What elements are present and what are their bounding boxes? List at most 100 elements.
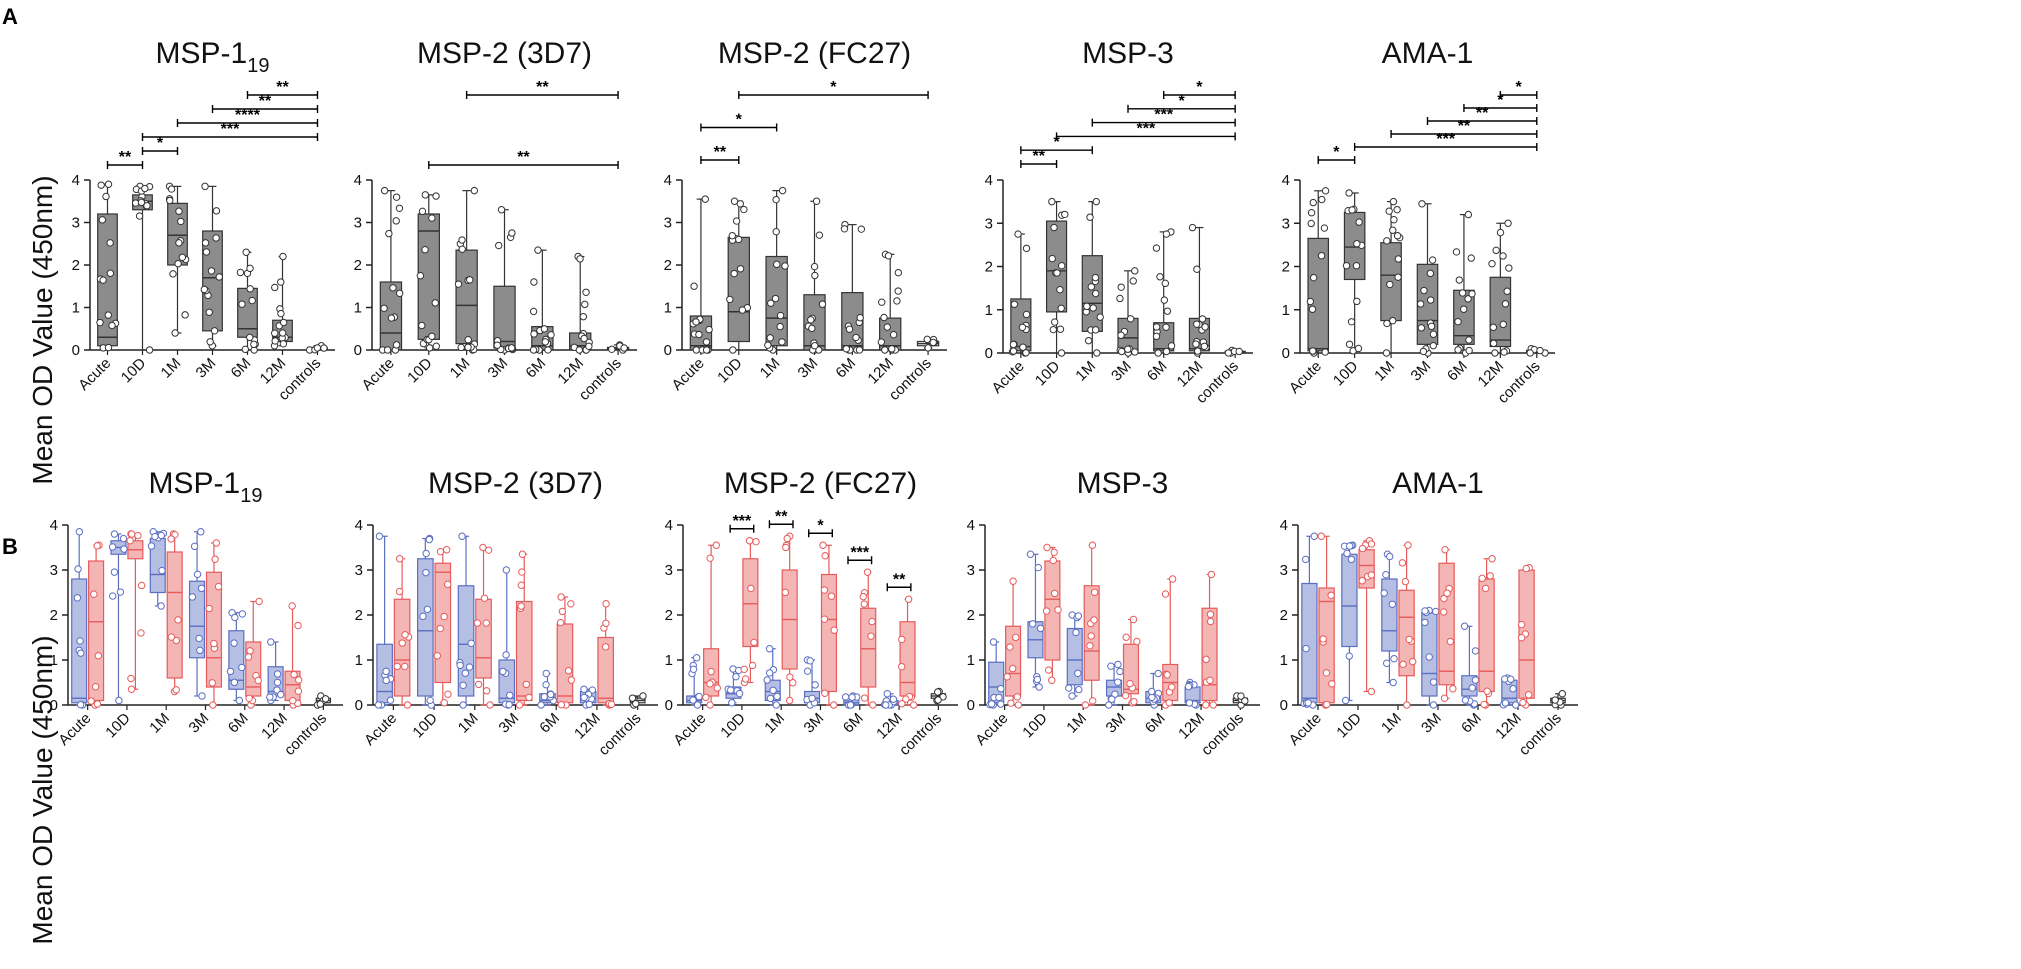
data-point [422,568,430,577]
data-point [1049,325,1057,334]
data-point [102,192,110,201]
data-point [1309,347,1317,355]
y-tick-label: 1 [665,652,673,669]
data-point [1429,678,1438,686]
data-point [1306,297,1315,306]
data-point [1131,267,1139,275]
data-point [1464,295,1472,303]
data-point [212,207,221,215]
y-tick-label: 4 [967,517,975,534]
data-point [902,695,910,703]
data-point [1454,317,1462,326]
data-point [1524,691,1533,699]
data-point [1209,701,1217,709]
data-point [1481,584,1490,593]
data-point [1013,693,1021,701]
data-point [564,667,573,675]
data-point [1385,207,1393,215]
data-point [1167,683,1176,691]
data-point [789,679,797,687]
data-point [1207,570,1216,579]
sig-label: ** [517,149,530,166]
x-tick-label: 6M [1144,358,1171,385]
data-point [458,532,466,540]
sig-label: * [157,135,164,152]
data-point [581,300,589,309]
data-point [1421,618,1429,627]
x-tick-label: 10D [1333,710,1365,742]
data-point [238,300,246,308]
data-point [432,342,440,350]
x-tick-label: 6M [228,355,255,382]
data-point [580,693,588,702]
y-tick-label: 4 [1280,517,1288,534]
data-point [820,586,829,594]
x-tick-label: 1M [1371,358,1398,385]
y-tick-label: 2 [1280,607,1288,624]
data-point [1389,226,1397,234]
data-point [1122,633,1130,641]
data-point [97,181,105,189]
data-point [811,681,819,689]
data-point [193,570,202,579]
data-point [781,588,790,597]
data-point [689,696,697,704]
data-point [1156,273,1164,281]
data-point [1304,699,1312,707]
data-point [93,542,101,550]
x-tick-label: 3M [496,710,523,737]
y-tick-label: 0 [985,345,993,362]
data-point [1517,634,1526,642]
data-point [785,696,794,705]
x-tick-label: 1M [455,710,482,737]
data-point [1201,323,1209,331]
x-tick-label: 10D [717,710,749,742]
data-point [1154,669,1162,678]
data-point [1526,349,1534,357]
data-point [93,700,102,708]
y-tick-label: 1 [355,652,363,669]
chart-1: MSP-2 (3D7) 0 1 2 3 4 Acute 10D 1M 3M 6M 12Mcontrol… [354,37,637,404]
data-point [401,631,409,639]
chart-title: MSP-2 (FC27) [718,37,911,70]
data-point [712,541,720,549]
data-point [423,605,432,614]
data-point [505,700,513,709]
data-point [1117,331,1125,339]
x-tick-label: 3M [1408,358,1435,385]
box-iqr [166,551,183,679]
data-point [732,673,740,681]
data-point [1317,532,1326,540]
data-point [1478,574,1486,583]
data-point [1386,280,1394,289]
data-point [923,335,931,344]
data-point [106,239,114,247]
x-tick-label: Acute [972,710,1011,749]
data-point [750,638,758,647]
data-point [178,253,187,261]
y-tick-label: 1 [985,302,993,319]
data-point [279,252,287,261]
data-point [385,229,393,238]
data-point [1237,692,1245,700]
data-point [1500,348,1508,356]
data-point [279,340,288,348]
data-point [1198,315,1207,323]
data-point [989,638,998,646]
data-point [242,248,250,256]
data-point [582,288,590,296]
data-point [1114,678,1122,686]
data-point [1454,346,1462,354]
data-point [231,613,239,622]
data-point [1505,264,1513,272]
data-point [115,696,123,705]
data-point [1522,564,1530,573]
data-point [1092,197,1100,206]
data-point [432,192,440,200]
y-tick-label: 1 [1280,652,1288,669]
data-point [1425,653,1433,661]
data-point [1309,273,1318,282]
data-point [1048,197,1056,206]
data-point [689,665,698,674]
